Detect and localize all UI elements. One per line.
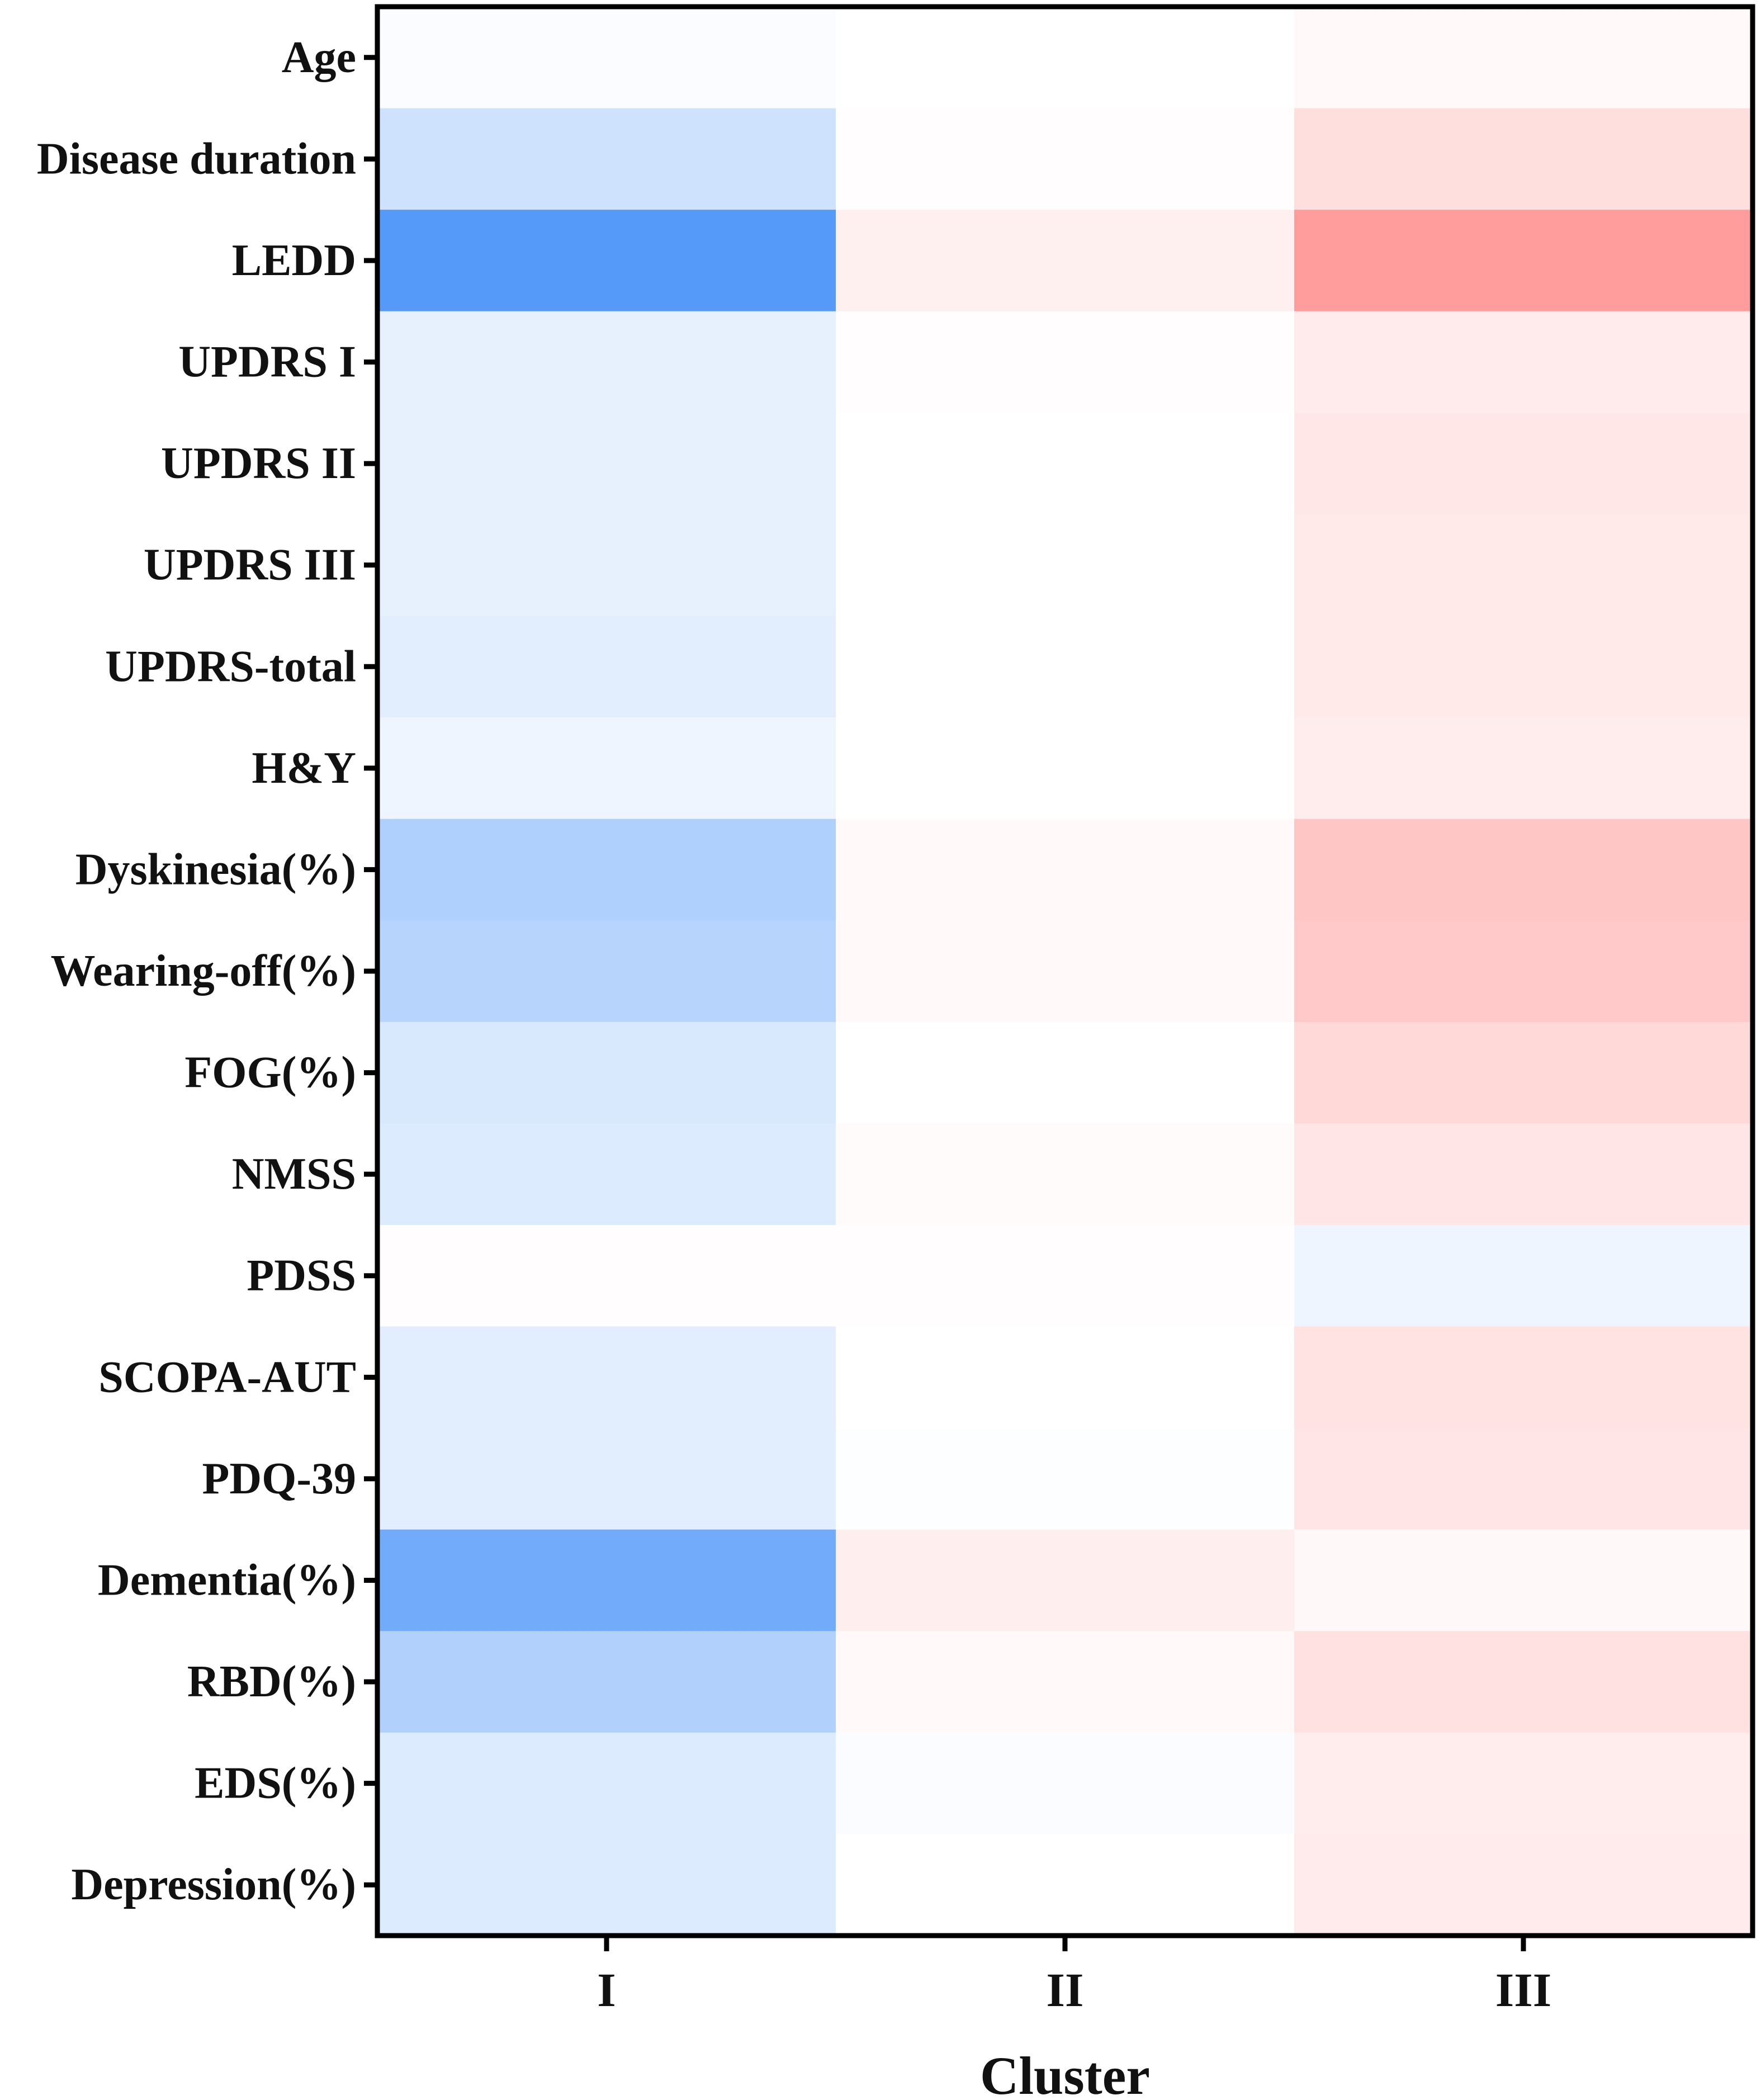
y-axis: Age Disease duration LEDD UPDRS I UPDRS II UP… <box>37 33 377 1909</box>
heatmap-cell <box>1294 210 1753 312</box>
y-tick-label: Dyskinesia(%) <box>75 845 356 894</box>
heatmap-cell <box>377 819 836 921</box>
y-tick-label: UPDRS I <box>178 338 356 387</box>
y-tick-label: Age <box>282 33 356 82</box>
x-tick-label: III <box>1495 1963 1551 2017</box>
heatmap-cell <box>377 717 836 820</box>
y-tick-label: PDQ-39 <box>202 1454 356 1503</box>
heatmap-cell <box>836 1631 1295 1733</box>
heatmap-cell <box>1294 1834 1753 1936</box>
heatmap-cell <box>377 1631 836 1733</box>
y-tick-label: FOG(%) <box>184 1048 356 1098</box>
heatmap-cell <box>377 7 836 109</box>
heatmap-cell <box>1294 311 1753 413</box>
heatmap-cell <box>377 210 836 312</box>
heatmap-cell <box>377 1732 836 1834</box>
heatmap-cell <box>377 1529 836 1631</box>
heatmap-cell <box>377 616 836 718</box>
heatmap-cell <box>836 210 1295 312</box>
heatmap-cell <box>377 1428 836 1530</box>
heatmap-cell <box>836 7 1295 109</box>
heatmap-cell <box>836 311 1295 413</box>
x-axis-title: Cluster <box>980 2046 1150 2100</box>
y-tick-label: Dementia(%) <box>98 1555 356 1605</box>
heatmap-cell <box>377 108 836 210</box>
y-tick-label: UPDRS II <box>161 439 356 488</box>
heatmap-cell <box>836 1428 1295 1530</box>
heatmap-cell <box>836 1021 1295 1124</box>
heatmap-cell <box>377 1224 836 1327</box>
y-tick-label: NMSS <box>232 1150 356 1199</box>
x-tick-label: II <box>1047 1963 1084 2017</box>
x-axis: I II III <box>597 1936 1551 2017</box>
heatmap-cell <box>1294 514 1753 616</box>
heatmap-cell <box>377 1021 836 1124</box>
heatmap-cell <box>377 920 836 1023</box>
y-tick-label: PDSS <box>247 1251 356 1300</box>
heatmap-cell <box>836 819 1295 921</box>
heatmap-cell <box>377 514 836 616</box>
heatmap-cell <box>836 514 1295 616</box>
heatmap-cell <box>1294 920 1753 1023</box>
y-tick-label: Disease duration <box>37 134 356 183</box>
heatmap-cells <box>377 7 1753 1936</box>
y-tick-label: SCOPA-AUT <box>98 1352 356 1402</box>
heatmap-cell <box>377 1834 836 1936</box>
heatmap-cell <box>1294 1732 1753 1834</box>
heatmap-cell <box>1294 7 1753 109</box>
heatmap-cell <box>836 1224 1295 1327</box>
heatmap-cell <box>836 920 1295 1023</box>
heatmap-cell <box>836 1326 1295 1429</box>
heatmap-cell <box>836 108 1295 210</box>
heatmap-cell <box>1294 616 1753 718</box>
heatmap-cell <box>836 1529 1295 1631</box>
heatmap-cell <box>377 1123 836 1226</box>
heatmap-cell <box>836 717 1295 820</box>
heatmap-cell <box>377 413 836 515</box>
heatmap-cell <box>1294 1224 1753 1327</box>
heatmap-cell <box>836 1834 1295 1936</box>
y-tick-label: UPDRS-total <box>105 642 356 691</box>
heatmap-cell <box>1294 1123 1753 1226</box>
heatmap-cell <box>1294 717 1753 820</box>
y-tick-label: H&Y <box>252 744 356 793</box>
heatmap-cell <box>836 1732 1295 1834</box>
heatmap-cell <box>377 311 836 413</box>
heatmap-cell <box>1294 1428 1753 1530</box>
heatmap-cell <box>1294 413 1753 515</box>
y-tick-label: UPDRS III <box>144 541 356 590</box>
heatmap-cell <box>1294 1529 1753 1631</box>
heatmap-cell <box>1294 1021 1753 1124</box>
heatmap-cell <box>836 1123 1295 1226</box>
heatmap-cell <box>1294 819 1753 921</box>
y-tick-label: LEDD <box>232 236 356 285</box>
y-tick-label: Wearing-off(%) <box>50 947 356 996</box>
heatmap-cell <box>1294 1631 1753 1733</box>
heatmap-cell <box>836 616 1295 718</box>
heatmap-cell <box>836 413 1295 515</box>
x-tick-label: I <box>597 1963 616 2017</box>
y-tick-label: Depression(%) <box>71 1860 356 1909</box>
y-tick-label: EDS(%) <box>195 1759 356 1808</box>
heatmap-cell <box>377 1326 836 1429</box>
y-tick-label: RBD(%) <box>187 1657 356 1706</box>
heatmap-cell <box>1294 1326 1753 1429</box>
heatmap-cell <box>1294 108 1753 210</box>
